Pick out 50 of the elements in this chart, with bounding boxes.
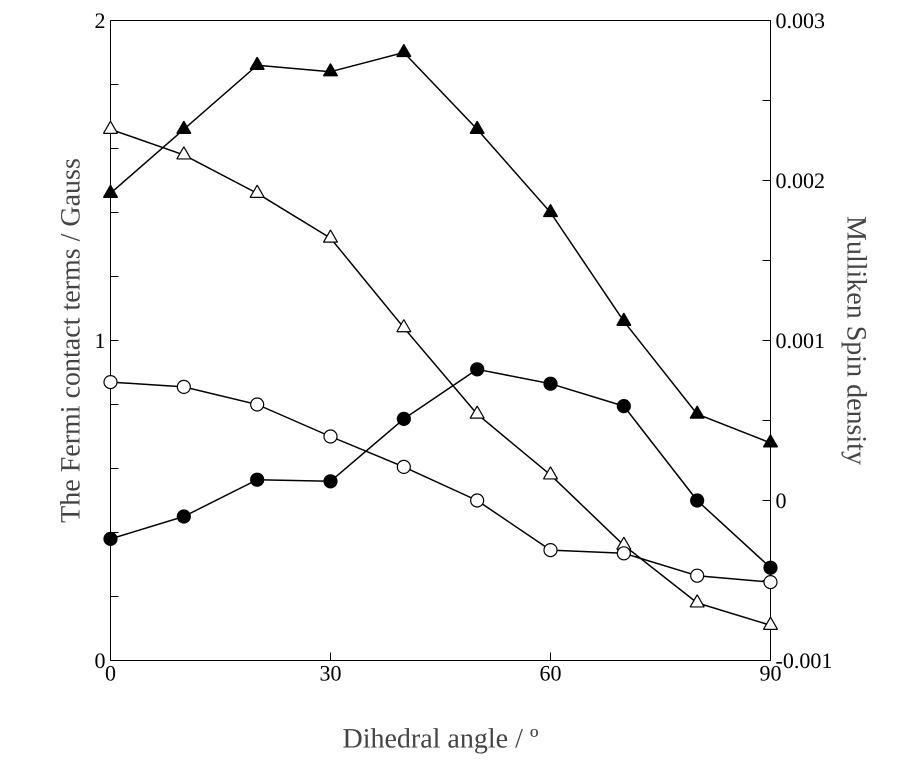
point — [762, 616, 778, 630]
point — [690, 493, 704, 508]
point — [323, 429, 338, 444]
point — [396, 319, 412, 332]
x-axis-title: Dihedral angle / º — [342, 724, 539, 754]
point — [250, 184, 265, 198]
point — [103, 375, 118, 390]
point — [470, 493, 484, 508]
point — [102, 120, 118, 134]
point — [763, 560, 778, 575]
y2-tick-label: 0.001 — [776, 328, 825, 353]
y-axis-title: The Fermi contact terms / Gauss — [56, 158, 86, 523]
point — [543, 543, 558, 558]
y-tick-label: 1 — [94, 328, 106, 353]
y2-tick-label: 0.003 — [776, 8, 825, 33]
y2-tick-label: 0.002 — [776, 168, 825, 193]
point — [176, 146, 192, 160]
point — [176, 509, 191, 524]
point — [616, 312, 632, 326]
point — [396, 412, 411, 426]
point — [690, 568, 704, 583]
point — [762, 434, 778, 448]
point — [323, 474, 338, 488]
point — [542, 466, 558, 480]
point — [396, 460, 411, 474]
point — [616, 546, 631, 560]
point — [763, 575, 778, 590]
point — [176, 120, 192, 134]
point — [322, 229, 338, 243]
point — [616, 399, 631, 414]
point — [543, 376, 558, 391]
point — [322, 63, 338, 76]
y2-axis-title: Mulliken Spin density — [840, 216, 872, 465]
y2-tick-label: 0 — [776, 488, 786, 513]
point — [396, 44, 412, 58]
point — [176, 380, 191, 394]
point — [470, 405, 485, 419]
point — [690, 405, 705, 419]
point — [470, 120, 485, 134]
point — [470, 362, 484, 376]
x-tick-label: 30 — [320, 660, 342, 686]
point — [542, 204, 558, 218]
x-tick-label: 60 — [540, 660, 562, 686]
point — [250, 472, 264, 487]
point — [250, 397, 264, 412]
point — [250, 56, 265, 70]
point — [102, 184, 118, 198]
point — [690, 594, 705, 608]
point — [103, 532, 118, 546]
y-tick-label: 2 — [94, 8, 106, 33]
